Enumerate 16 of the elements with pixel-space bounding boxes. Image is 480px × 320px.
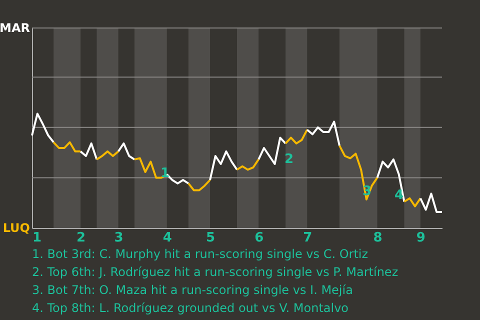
text: LUQ bbox=[2, 221, 30, 235]
x-tick-label: 5 bbox=[206, 230, 216, 246]
text: 2. Top 6th: J. Rodríguez hit a run-scoring single vs P. Martínez bbox=[32, 265, 398, 279]
text: MAR bbox=[0, 21, 30, 35]
x-tick-label: 3 bbox=[114, 230, 124, 246]
x-tick-label: 4 bbox=[162, 230, 172, 246]
text: 4. Top 8th: L. Rodríguez grounded out vs V. Montalvo bbox=[32, 301, 349, 315]
x-tick-label: 6 bbox=[254, 230, 264, 246]
x-tick-label: 2 bbox=[76, 230, 86, 246]
text: 1. Bot 3rd: C. Murphy hit a run-scoring single vs C. Ortiz bbox=[32, 247, 368, 261]
x-tick-label: 8 bbox=[373, 230, 382, 246]
x-tick-label: 1 bbox=[32, 230, 42, 246]
x-tick-label: 7 bbox=[303, 230, 312, 246]
text: 3. Bot 7th: O. Maza hit a run-scoring single vs I. Mejía bbox=[32, 283, 353, 297]
x-tick-label: 9 bbox=[416, 230, 426, 246]
annotation: 2 bbox=[284, 152, 294, 167]
